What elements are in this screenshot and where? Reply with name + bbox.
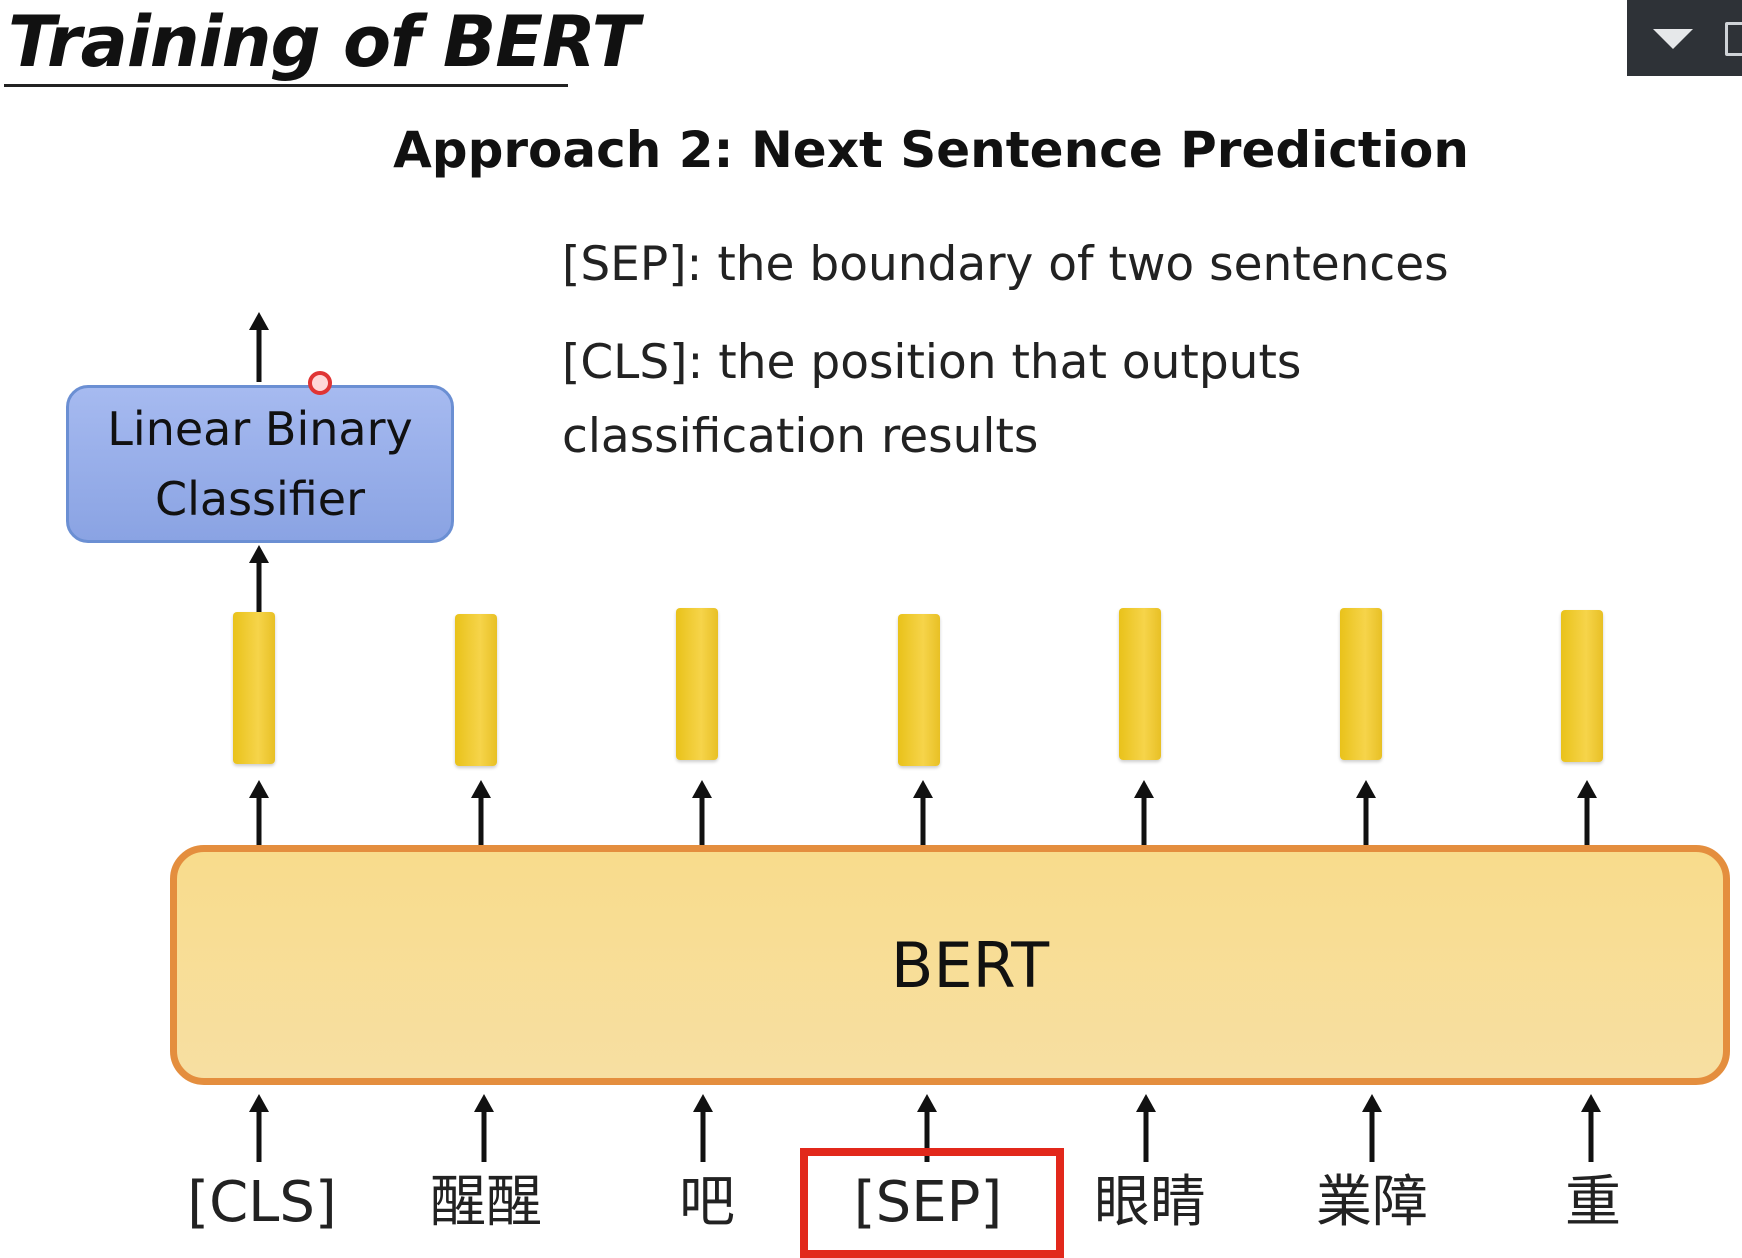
bert-model-box: BERT [170,845,1730,1085]
output-embedding [1119,608,1161,760]
slide-subtitle: Approach 2: Next Sentence Prediction [393,121,1469,179]
linear-binary-classifier: Linear Binary Classifier [66,385,454,543]
classifier-output-arrowhead [249,312,269,330]
dropdown-triangle-icon[interactable] [1651,27,1695,51]
token-sep: [SEP] [853,1170,1003,1235]
cursor-dot-icon [308,371,332,395]
cls-definition: [CLS]: the position that outputs classif… [562,326,1462,474]
token-6: 業障 [1316,1170,1428,1235]
output-embedding [898,614,940,766]
output-embedding [233,612,275,764]
token-5: 眼睛 [1094,1170,1206,1235]
slide-title: Training of BERT [8,1,640,83]
corner-toolbar[interactable] [1627,0,1742,76]
output-embedding [1340,608,1382,760]
sep-highlight-box [800,1148,1064,1258]
classifier-label-line-2: Classifier [155,472,365,526]
classifier-label-line-1: Linear Binary [107,402,413,456]
cls-definition-line-2: classification results [562,409,1039,464]
token-7: 重 [1565,1170,1621,1235]
token-cls: [CLS] [187,1170,337,1235]
token-2: 醒醒 [430,1170,542,1235]
sep-definition: [SEP]: the boundary of two sentences [562,237,1449,292]
title-underline [4,84,568,87]
window-icon[interactable] [1725,22,1742,56]
cls-definition-line-1: [CLS]: the position that outputs [562,335,1302,390]
output-embedding [1561,610,1603,762]
output-embedding [455,614,497,766]
output-embedding [676,608,718,760]
token-3: 吧 [679,1170,735,1235]
